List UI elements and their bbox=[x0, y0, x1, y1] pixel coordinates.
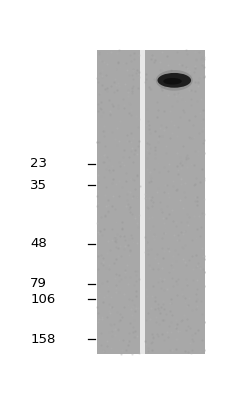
Bar bbox=[144, 50, 204, 354]
Bar bbox=[96, 50, 139, 354]
Text: 35: 35 bbox=[30, 178, 47, 192]
Ellipse shape bbox=[155, 70, 192, 91]
Text: 23: 23 bbox=[30, 157, 47, 170]
Ellipse shape bbox=[157, 73, 190, 88]
Text: 158: 158 bbox=[30, 332, 55, 346]
Text: 79: 79 bbox=[30, 277, 47, 290]
Text: 48: 48 bbox=[30, 237, 47, 250]
Ellipse shape bbox=[163, 78, 181, 84]
Text: 106: 106 bbox=[30, 292, 55, 306]
Bar bbox=[139, 50, 144, 354]
